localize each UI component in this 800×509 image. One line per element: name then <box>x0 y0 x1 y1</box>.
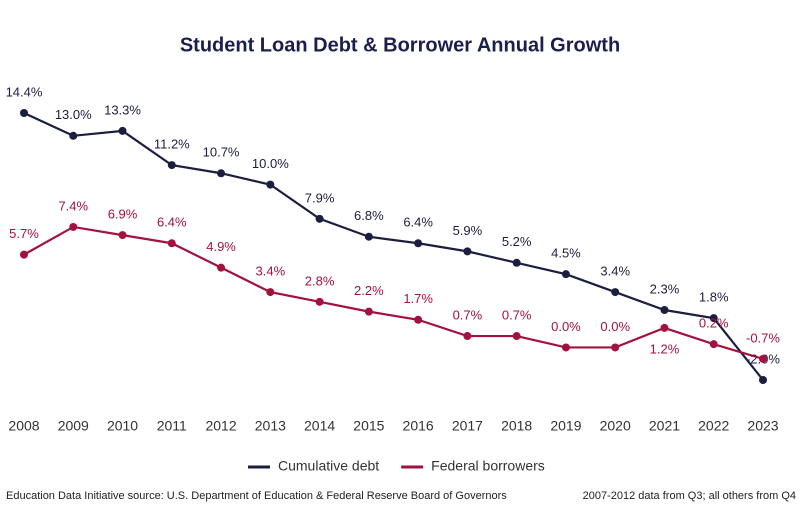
point <box>463 332 472 341</box>
point <box>118 126 127 135</box>
value-label: 6.8% <box>354 208 384 223</box>
value-label: 3.4% <box>600 264 630 279</box>
value-label: -0.7% <box>746 330 780 345</box>
x-tick-label: 2012 <box>205 418 236 434</box>
value-label: 4.9% <box>206 239 236 254</box>
point <box>20 109 28 117</box>
point <box>167 161 176 170</box>
value-label: 10.0% <box>252 156 289 171</box>
x-tick-label: 2022 <box>698 418 729 434</box>
value-label: 1.7% <box>403 291 433 306</box>
value-label: 10.7% <box>203 145 240 160</box>
value-label: 2.2% <box>354 283 384 298</box>
x-tick-label: 2019 <box>550 418 581 434</box>
x-tick-label: 2013 <box>255 418 286 434</box>
x-tick-label: 2015 <box>353 418 384 434</box>
series-line <box>23 225 764 360</box>
value-label: 2.3% <box>650 281 680 296</box>
value-label: 6.9% <box>108 207 138 222</box>
value-label: 13.3% <box>104 102 141 117</box>
point <box>217 263 226 272</box>
point <box>266 180 275 189</box>
point <box>759 376 767 384</box>
value-label: 3.4% <box>256 264 286 279</box>
value-label: 2.8% <box>305 273 335 288</box>
x-tick-label: 2008 <box>8 418 39 434</box>
point <box>512 258 521 267</box>
point <box>611 343 620 352</box>
point <box>315 214 324 223</box>
point <box>414 315 423 324</box>
x-tick-label: 2017 <box>452 418 483 434</box>
point <box>414 239 423 248</box>
value-label: 0.0% <box>551 319 581 334</box>
point <box>364 307 373 316</box>
value-label: 6.4% <box>157 215 187 230</box>
point <box>69 131 78 140</box>
point <box>561 343 570 352</box>
point <box>512 332 521 341</box>
value-label: 5.7% <box>9 226 39 241</box>
point <box>217 169 226 178</box>
legend-label: Federal borrowers <box>431 458 545 474</box>
value-label: 13.0% <box>55 107 92 122</box>
point <box>660 305 669 314</box>
point <box>561 270 570 279</box>
value-label: 5.2% <box>502 234 532 249</box>
point <box>709 314 718 323</box>
point <box>364 232 373 241</box>
point <box>69 222 78 231</box>
point <box>266 288 275 297</box>
note: 2007-2012 data from Q3; all others from … <box>583 490 796 502</box>
point <box>118 231 127 240</box>
value-label: 6.4% <box>403 215 433 230</box>
point <box>315 297 324 306</box>
point <box>463 247 472 256</box>
x-tick-label: 2016 <box>403 418 434 434</box>
value-label: 4.5% <box>551 246 581 261</box>
point <box>167 239 176 248</box>
value-label: 0.7% <box>453 307 483 322</box>
x-tick-label: 2010 <box>107 418 138 434</box>
point <box>20 250 28 259</box>
source: Education Data Initiative source: U.S. D… <box>6 490 507 502</box>
value-label: 7.4% <box>58 198 88 213</box>
x-tick-label: 2018 <box>501 418 532 434</box>
value-label: 0.2% <box>699 316 729 331</box>
legend-label: Cumulative debt <box>278 458 379 474</box>
value-label: 0.0% <box>600 319 630 334</box>
x-tick-label: 2009 <box>58 418 89 434</box>
point <box>759 354 767 363</box>
value-label: 0.7% <box>502 307 532 322</box>
x-tick-label: 2011 <box>157 418 187 434</box>
x-tick-label: 2020 <box>600 418 631 434</box>
point <box>660 323 669 332</box>
value-label: 11.2% <box>154 137 190 152</box>
point <box>709 340 718 349</box>
value-label: 14.4% <box>6 84 43 99</box>
value-label: 1.8% <box>699 290 729 305</box>
point <box>611 288 620 297</box>
series-line <box>23 112 764 381</box>
value-label: 7.9% <box>305 190 335 205</box>
value-label: 1.2% <box>650 341 680 356</box>
x-tick-label: 2014 <box>304 418 335 434</box>
chart-title: Student Loan Debt & Borrower Annual Grow… <box>180 34 620 56</box>
value-label: 5.9% <box>453 223 483 238</box>
x-tick-label: 2021 <box>649 418 680 434</box>
x-tick-label: 2023 <box>747 418 778 434</box>
